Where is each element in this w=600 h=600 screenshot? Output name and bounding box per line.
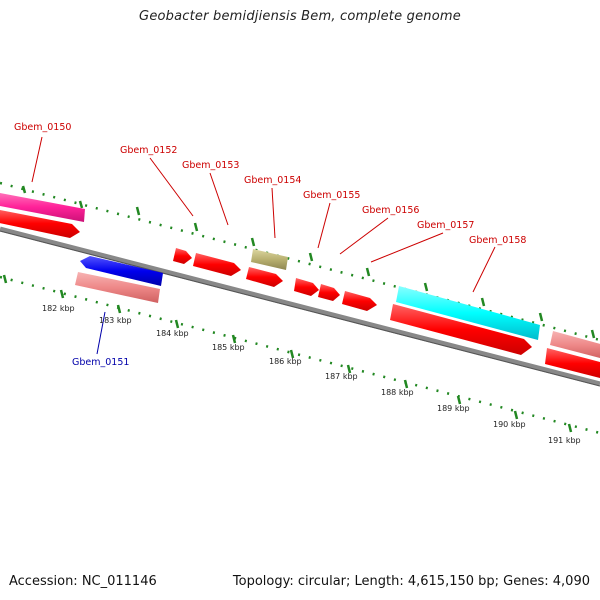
gene-0157-cds xyxy=(342,291,377,311)
gene-label-0152: Gbem_0152 xyxy=(120,145,177,156)
gene-label-0156: Gbem_0156 xyxy=(362,205,419,216)
gene-labels: Gbem_0150 Gbem_0151 Gbem_0152 Gbem_0153 … xyxy=(14,122,526,368)
gene-label-0153: Gbem_0153 xyxy=(182,160,239,171)
tick-label-182: 182 kbp xyxy=(42,304,75,313)
gene-0159-feature xyxy=(550,331,600,358)
gene-0150-feature xyxy=(0,192,85,222)
gene-0152-cds xyxy=(173,248,192,264)
tick-label-189: 189 kbp xyxy=(437,404,470,413)
gene-0150-cds xyxy=(0,209,80,238)
tick-label-188: 188 kbp xyxy=(381,388,414,397)
tick-label-190: 190 kbp xyxy=(493,420,526,429)
gene-0158-feature xyxy=(396,286,540,340)
accession-text: Accession: NC_011146 xyxy=(9,574,157,589)
genome-summary-text: Topology: circular; Length: 4,615,150 bp… xyxy=(232,574,590,589)
tick-label-185: 185 kbp xyxy=(212,343,245,352)
gene-0158-cds xyxy=(390,304,532,355)
label-leaders xyxy=(31,136,496,355)
gene-label-0155: Gbem_0155 xyxy=(303,190,360,201)
gene-0156-cds xyxy=(318,284,340,301)
gene-0155-cds xyxy=(294,278,319,296)
gene-label-0154: Gbem_0154 xyxy=(244,175,301,186)
inner-tick-track xyxy=(0,274,600,435)
gene-label-0158: Gbem_0158 xyxy=(469,235,526,246)
reverse-strand-features xyxy=(75,256,163,303)
gene-label-0151: Gbem_0151 xyxy=(72,357,129,368)
tick-label-184: 184 kbp xyxy=(156,329,189,338)
gene-label-0150: Gbem_0150 xyxy=(14,122,71,133)
outer-tick-track xyxy=(0,181,600,342)
gene-0151-feature xyxy=(75,272,160,303)
tick-label-191: 191 kbp xyxy=(548,436,581,445)
genome-backbone xyxy=(0,226,600,387)
gene-0151-cds xyxy=(80,256,163,286)
gene-0154-cds xyxy=(246,267,283,287)
forward-strand-features xyxy=(0,192,600,378)
gene-0153-cds xyxy=(193,253,241,276)
tick-label-186: 186 kbp xyxy=(269,357,302,366)
gene-0159-cds xyxy=(545,348,600,378)
kbp-tick-labels: 182 kbp 183 kbp 184 kbp 185 kbp 186 kbp … xyxy=(42,304,581,445)
tick-label-183: 183 kbp xyxy=(99,316,132,325)
map-title: Geobacter bemidjiensis Bem, complete gen… xyxy=(139,9,461,24)
tick-label-187: 187 kbp xyxy=(325,372,358,381)
gene-0154-feature xyxy=(251,249,288,270)
gene-label-0157: Gbem_0157 xyxy=(417,220,474,231)
